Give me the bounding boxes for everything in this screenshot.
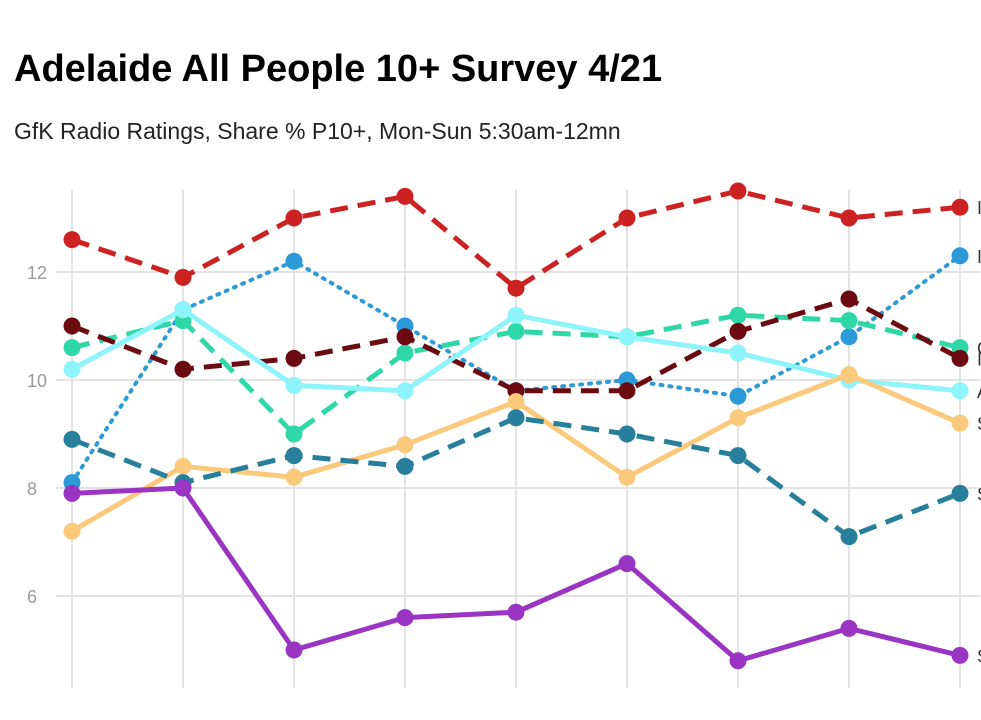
data-point xyxy=(63,522,81,540)
series-end-label: I xyxy=(977,349,981,369)
data-point xyxy=(840,312,858,330)
y-axis-ticks: 6 8 10 12 xyxy=(27,263,47,607)
y-tick-label: 10 xyxy=(27,371,47,391)
data-point xyxy=(729,447,747,465)
data-point xyxy=(951,198,969,216)
y-tick-label: 6 xyxy=(27,587,37,607)
data-point xyxy=(507,306,525,324)
data-point xyxy=(507,603,525,621)
data-point xyxy=(507,322,525,340)
data-point xyxy=(396,436,414,454)
data-point xyxy=(840,209,858,227)
series-end-label: S xyxy=(977,646,981,666)
data-point xyxy=(507,279,525,297)
data-point xyxy=(729,322,747,340)
data-point xyxy=(618,382,636,400)
series-end-label: I xyxy=(977,198,981,218)
data-point xyxy=(951,414,969,432)
data-point xyxy=(396,609,414,627)
data-point xyxy=(396,328,414,346)
data-point xyxy=(951,382,969,400)
data-point xyxy=(840,366,858,384)
y-tick-label: 8 xyxy=(27,479,37,499)
series-7 xyxy=(63,409,969,546)
data-point xyxy=(285,376,303,394)
series-end-label: A xyxy=(977,382,981,402)
data-point xyxy=(396,187,414,205)
data-point xyxy=(951,646,969,664)
y-tick-label: 12 xyxy=(27,263,47,283)
data-point xyxy=(285,425,303,443)
data-point xyxy=(618,328,636,346)
data-point xyxy=(174,457,192,475)
series-line xyxy=(71,415,961,540)
data-point xyxy=(63,339,81,357)
data-point xyxy=(285,252,303,270)
series-end-label: C xyxy=(977,339,981,359)
series-end-labels: IICIASSS xyxy=(977,198,981,666)
series-line xyxy=(71,312,961,437)
data-point xyxy=(174,268,192,286)
data-point xyxy=(396,344,414,362)
series-end-label: I xyxy=(977,247,981,267)
series-line xyxy=(71,188,961,291)
data-point xyxy=(951,247,969,265)
data-point xyxy=(396,457,414,475)
series-5 xyxy=(63,301,969,400)
data-point xyxy=(729,387,747,405)
data-point xyxy=(840,290,858,308)
data-point xyxy=(285,349,303,367)
data-point xyxy=(507,393,525,411)
series-8 xyxy=(63,479,969,670)
data-point xyxy=(618,468,636,486)
data-point xyxy=(618,555,636,573)
series-group xyxy=(63,182,969,670)
chart-title: Adelaide All People 10+ Survey 4/21 xyxy=(14,48,663,90)
data-point xyxy=(174,360,192,378)
data-point xyxy=(729,344,747,362)
data-point xyxy=(729,409,747,427)
data-point xyxy=(507,409,525,427)
series-line xyxy=(71,296,962,394)
data-point xyxy=(396,382,414,400)
data-point xyxy=(63,484,81,502)
data-point xyxy=(63,231,81,249)
data-point xyxy=(840,328,858,346)
data-point xyxy=(951,349,969,367)
data-point xyxy=(285,641,303,659)
data-point xyxy=(285,209,303,227)
series-1 xyxy=(63,182,969,297)
data-point xyxy=(840,528,858,546)
data-point xyxy=(729,306,747,324)
data-point xyxy=(285,468,303,486)
data-point xyxy=(840,619,858,637)
data-point xyxy=(729,182,747,200)
series-end-label: S xyxy=(977,484,981,504)
series-end-label: S xyxy=(977,414,981,434)
series-4 xyxy=(63,290,969,400)
data-point xyxy=(618,209,636,227)
data-point xyxy=(174,301,192,319)
data-point xyxy=(174,479,192,497)
data-point xyxy=(285,447,303,465)
data-point xyxy=(63,430,81,448)
data-point xyxy=(63,360,81,378)
data-point xyxy=(951,484,969,502)
data-point xyxy=(618,425,636,443)
data-point xyxy=(729,652,747,670)
series-6 xyxy=(63,366,969,540)
grid xyxy=(56,190,980,688)
chart-subtitle: GfK Radio Ratings, Share % P10+, Mon-Sun… xyxy=(14,118,621,144)
data-point xyxy=(63,317,81,335)
